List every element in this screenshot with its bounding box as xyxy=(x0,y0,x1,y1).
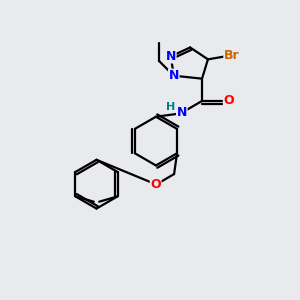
Text: O: O xyxy=(150,178,161,191)
Text: H: H xyxy=(166,102,175,112)
Text: Br: Br xyxy=(224,49,239,62)
Text: N: N xyxy=(177,106,187,119)
Text: N: N xyxy=(169,69,179,82)
Text: O: O xyxy=(224,94,234,107)
Text: N: N xyxy=(166,50,176,63)
